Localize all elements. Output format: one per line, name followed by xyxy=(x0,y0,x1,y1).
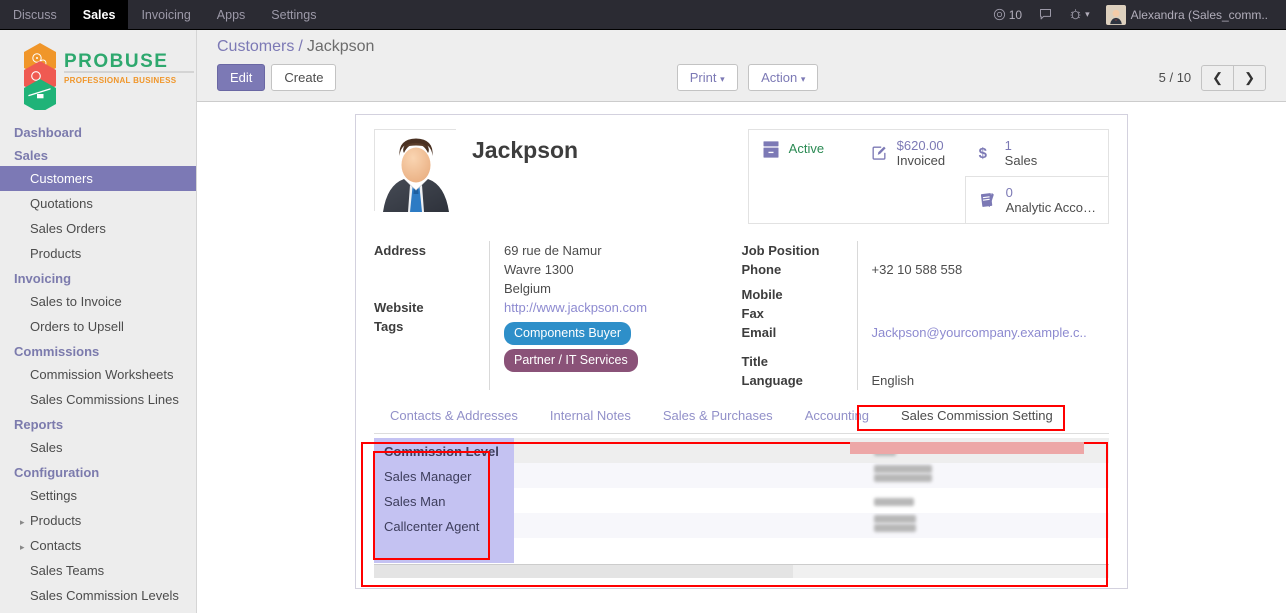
svg-text:$: $ xyxy=(978,145,987,162)
svg-text:PROFESSIONAL BUSINESS: PROFESSIONAL BUSINESS xyxy=(64,76,177,85)
svg-text:PROBUSE: PROBUSE xyxy=(64,51,168,72)
